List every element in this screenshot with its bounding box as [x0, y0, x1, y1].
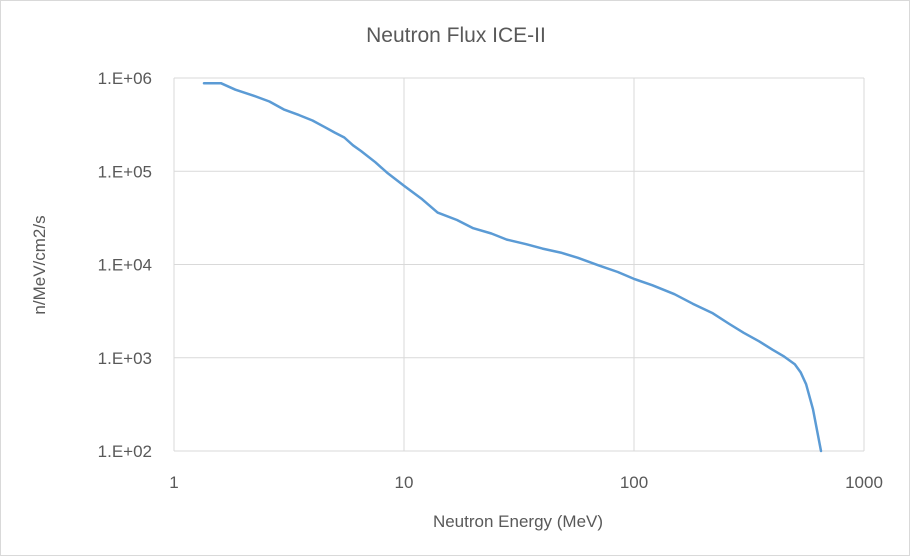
- y-tick-label: 1.E+04: [98, 256, 152, 275]
- x-tick-label: 100: [620, 473, 648, 492]
- grid-layer: [173, 77, 865, 452]
- y-tick-label: 1.E+06: [98, 69, 152, 88]
- tick-layer: 1.E+02 1.E+03 1.E+04 1.E+05 1.E+06 1 10 100 1000: [98, 69, 883, 492]
- x-tick-label: 1000: [845, 473, 883, 492]
- y-axis-label: n/MeV/cm2/s: [30, 215, 49, 314]
- x-axis-label: Neutron Energy (MeV): [433, 512, 603, 531]
- series-layer: [202, 81, 823, 453]
- x-tick-label: 10: [395, 473, 414, 492]
- flux-series-line: [202, 81, 823, 453]
- y-tick-label: 1.E+05: [98, 162, 152, 181]
- y-tick-label: 1.E+03: [98, 349, 152, 368]
- chart-title: Neutron Flux ICE-II: [366, 24, 546, 47]
- x-tick-label: 1: [169, 473, 178, 492]
- y-tick-label: 1.E+02: [98, 442, 152, 461]
